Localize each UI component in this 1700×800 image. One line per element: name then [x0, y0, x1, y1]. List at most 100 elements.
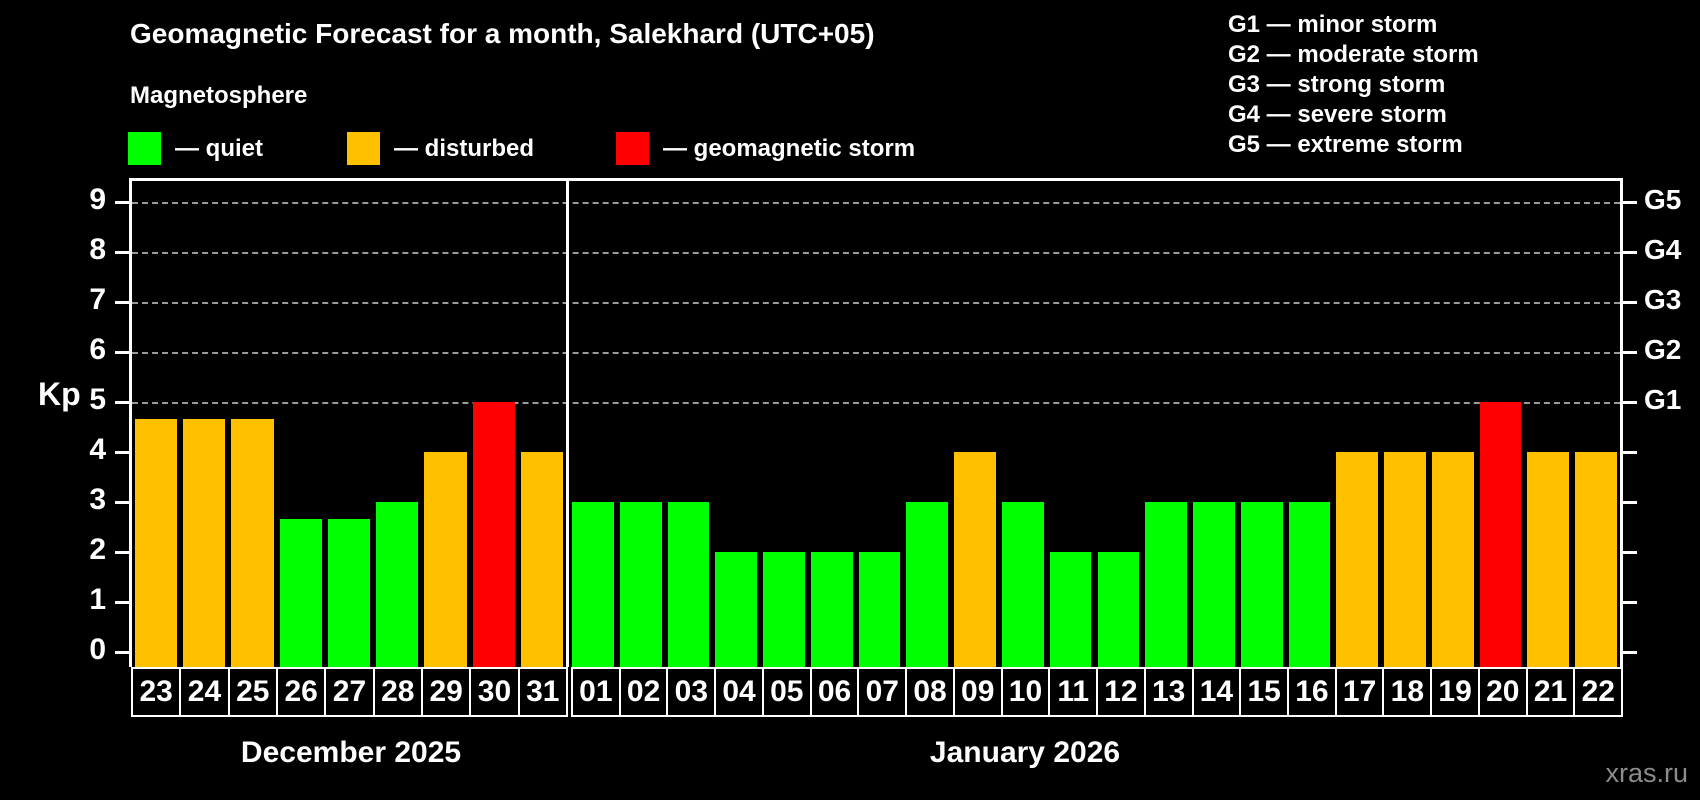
legend-item-label: — geomagnetic storm	[663, 134, 916, 162]
bar-january-18	[1384, 452, 1426, 667]
day-label-08: 08	[905, 667, 955, 717]
bar-january-05	[763, 552, 805, 667]
g-legend-line: G4 — severe storm	[1228, 101, 1447, 128]
day-label-17: 17	[1334, 667, 1385, 717]
y-axis-tick-right	[1623, 551, 1637, 554]
gridline-kp9	[132, 202, 1620, 204]
day-label-22: 22	[1573, 667, 1624, 717]
y-tick-label: 7	[89, 283, 106, 316]
bar-january-09	[954, 452, 996, 667]
day-label-26: 26	[275, 667, 327, 717]
y-axis-tick-right	[1623, 301, 1637, 304]
y-tick-label: 1	[89, 583, 106, 616]
g-legend-line: G1 — minor storm	[1228, 11, 1438, 38]
y-axis-tick-right	[1623, 601, 1637, 604]
y-tick-label: 4	[89, 433, 106, 466]
bar-december-28	[376, 502, 419, 667]
y-axis-tick-left	[115, 401, 129, 404]
storm-swatch-icon	[616, 132, 649, 165]
legend-item-disturbed: — disturbed	[347, 132, 534, 165]
day-label-01: 01	[571, 667, 621, 717]
bar-december-24	[183, 418, 226, 667]
y-tick-label: 2	[89, 533, 106, 566]
gridline-kp5	[132, 402, 1620, 404]
y-tick-label: 3	[89, 483, 106, 516]
y-axis-tick-left	[115, 501, 129, 504]
month-label-january: January 2026	[929, 736, 1121, 769]
bar-december-26	[279, 518, 322, 667]
bar-january-06	[810, 552, 853, 667]
day-label-13: 13	[1143, 667, 1194, 717]
y-tick-label: 6	[89, 333, 106, 366]
y-axis-tick-left	[115, 251, 129, 254]
day-label-09: 09	[952, 667, 1003, 717]
g-axis-label-g2: G2	[1644, 334, 1682, 365]
day-label-29: 29	[420, 667, 472, 717]
y-axis-tick-left	[115, 551, 129, 554]
bar-january-04	[715, 552, 758, 667]
bar-january-17	[1336, 452, 1379, 667]
bar-january-20	[1479, 402, 1522, 667]
gridline-kp8	[132, 252, 1620, 254]
gridline-kp6	[132, 352, 1620, 354]
day-label-07: 07	[857, 667, 908, 717]
day-label-16: 16	[1287, 667, 1337, 717]
bar-january-12	[1097, 552, 1140, 667]
y-axis-tick-left	[115, 601, 129, 604]
y-axis-tick-left	[115, 351, 129, 354]
legend-title: Magnetosphere	[130, 82, 308, 109]
bar-january-03	[667, 502, 710, 667]
g-legend-line: G5 — extreme storm	[1228, 131, 1463, 158]
y-axis-tick-left	[115, 301, 129, 304]
day-label-14: 14	[1191, 667, 1242, 717]
bar-january-11	[1049, 552, 1092, 667]
day-label-row-december: 23 24 25 26 27 28 29 30 31	[131, 667, 568, 717]
bar-january-19	[1431, 452, 1474, 667]
plot-area: 0 1 2 3 4 5 6 7 8 9 G1 G2 G3 G4 G5	[89, 178, 1681, 667]
y-axis-tick-right	[1623, 451, 1637, 454]
y-tick-label: 5	[89, 383, 106, 416]
g-scale-legend: G1 — minor storm G2 — moderate storm G3 …	[1228, 10, 1479, 160]
bar-december-25	[231, 418, 274, 667]
day-label-10: 10	[1000, 667, 1051, 717]
quiet-swatch-icon	[128, 132, 161, 165]
day-label-24: 24	[179, 667, 230, 717]
bar-december-23	[135, 418, 178, 667]
gridline-kp7	[132, 302, 1620, 304]
bar-january-22	[1575, 452, 1617, 667]
bar-january-14	[1193, 502, 1235, 667]
day-label-15: 15	[1239, 667, 1290, 717]
month-separator-line	[566, 181, 569, 667]
day-label-05: 05	[761, 667, 812, 717]
y-tick-label: 9	[89, 183, 106, 216]
day-label-25: 25	[227, 667, 278, 717]
bar-december-27	[327, 518, 371, 667]
day-label-21: 21	[1525, 667, 1576, 717]
bar-january-13	[1145, 502, 1188, 667]
bar-january-10	[1001, 502, 1044, 667]
day-label-31: 31	[517, 667, 568, 717]
legend-item-label: — quiet	[175, 134, 263, 162]
day-label-20: 20	[1477, 667, 1528, 717]
bar-december-29	[424, 452, 467, 667]
y-axis-tick-right	[1623, 201, 1637, 204]
disturbed-swatch-icon	[347, 132, 380, 165]
y-axis-tick-left	[115, 201, 129, 204]
day-label-18: 18	[1382, 667, 1433, 717]
bar-january-16	[1288, 502, 1331, 667]
g-axis-label-g4: G4	[1644, 234, 1682, 265]
day-label-03: 03	[666, 667, 717, 717]
y-axis-label: Kp	[38, 376, 81, 412]
day-label-12: 12	[1096, 667, 1146, 717]
bar-january-15	[1240, 502, 1283, 667]
watermark: xras.ru	[1605, 758, 1688, 788]
g-axis-label-g3: G3	[1644, 284, 1682, 315]
g-axis-label-g1: G1	[1644, 384, 1682, 415]
y-tick-label: 0	[89, 633, 106, 666]
bar-january-01	[572, 502, 614, 667]
bar-january-07	[858, 552, 901, 667]
g-legend-line: G3 — strong storm	[1228, 71, 1446, 98]
day-label-30: 30	[469, 667, 520, 717]
y-axis-tick-left	[115, 651, 129, 654]
